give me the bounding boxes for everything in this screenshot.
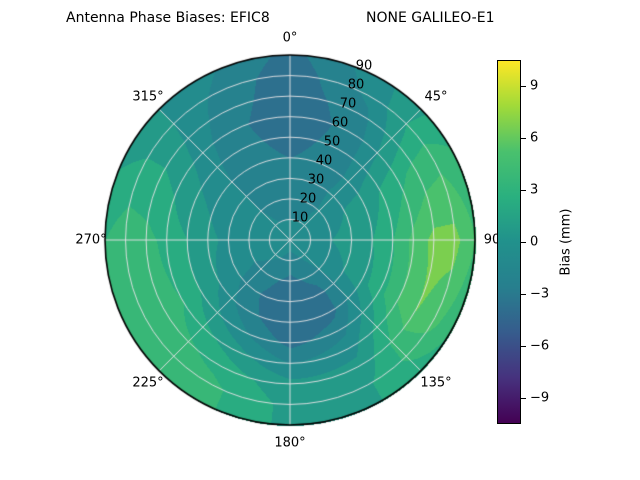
colorbar-tick	[521, 86, 526, 87]
r-tick-50: 50	[323, 134, 341, 150]
colorbar-tick	[521, 190, 526, 191]
plot-title-right: NONE GALILEO-E1	[366, 10, 495, 26]
colorbar-axis-label: Bias (mm)	[558, 208, 574, 276]
colorbar-tick-label-3: 3	[530, 182, 539, 198]
colorbar	[497, 60, 521, 424]
plot-title-left: Antenna Phase Biases: EFIC8	[66, 10, 270, 26]
colorbar-tick-label-9: 9	[530, 78, 539, 94]
r-tick-60: 60	[331, 115, 349, 131]
colorbar-tick	[521, 398, 526, 399]
r-tick-80: 80	[347, 77, 365, 93]
colorbar-tick-label-6: 6	[530, 130, 539, 146]
colorbar-tick-label-neg9: −9	[530, 390, 550, 406]
colorbar-tick	[521, 242, 526, 243]
theta-tick-90: 90	[483, 232, 501, 248]
colorbar-tick-label-neg3: −3	[530, 286, 550, 302]
r-tick-70: 70	[339, 96, 357, 112]
r-tick-30: 30	[307, 172, 325, 188]
colorbar-tick-label-0: 0	[530, 234, 539, 250]
colorbar-tick	[521, 138, 526, 139]
theta-tick-135: 135°	[420, 375, 452, 391]
theta-tick-180: 180°	[274, 435, 306, 451]
colorbar-tick-label-neg6: −6	[530, 338, 550, 354]
theta-tick-0: 0°	[282, 30, 298, 46]
theta-tick-45: 45°	[424, 89, 448, 105]
colorbar-tick	[521, 294, 526, 295]
theta-tick-270: 270°	[75, 232, 107, 248]
r-tick-40: 40	[315, 153, 333, 169]
r-tick-90: 90	[355, 58, 373, 74]
theta-tick-225: 225°	[132, 375, 164, 391]
colorbar-tick	[521, 346, 526, 347]
r-tick-10: 10	[291, 210, 309, 226]
theta-tick-315: 315°	[132, 89, 164, 105]
r-tick-20: 20	[299, 191, 317, 207]
